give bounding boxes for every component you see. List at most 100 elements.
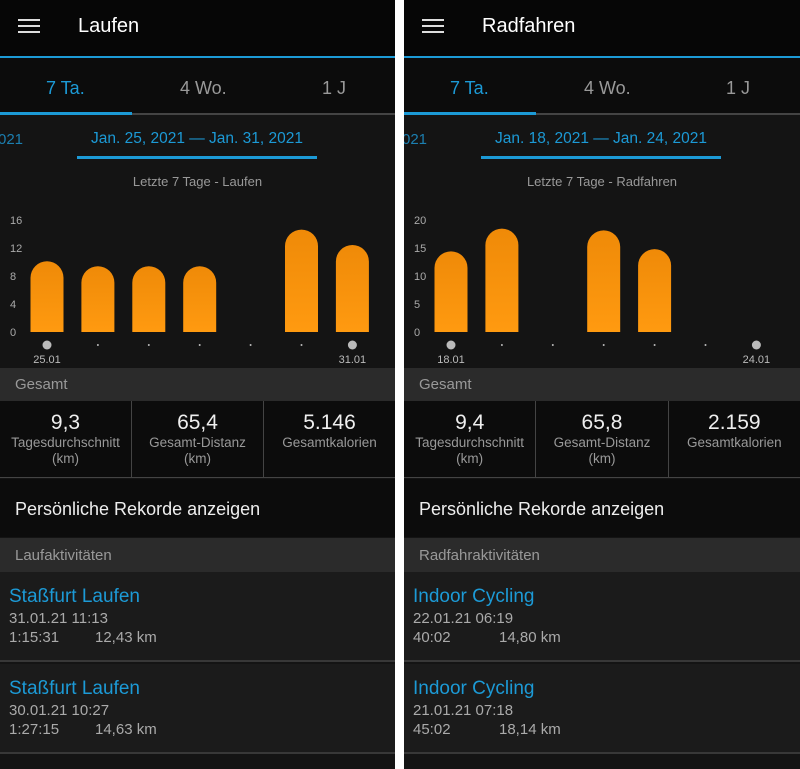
tab-1-year[interactable]: 1 J	[726, 78, 751, 98]
stat-unit: (km)	[456, 451, 484, 466]
activity-distance: 12,43 km	[95, 629, 157, 646]
bar-18.01[interactable]	[434, 251, 468, 332]
date-range[interactable]: Jan. 18, 2021 — Jan. 24, 2021	[495, 130, 707, 147]
y-tick-label: 4	[10, 299, 16, 311]
activity-date: 21.01.21 07:18	[413, 702, 514, 719]
tab-7-days[interactable]: 7 Ta.	[450, 78, 489, 98]
stat-label: Gesamt-Distanz	[149, 435, 246, 450]
bar-19.01[interactable]	[485, 228, 519, 332]
tab-4-weeks[interactable]: 4 Wo.	[584, 78, 631, 98]
activity-name[interactable]: Indoor Cycling	[413, 678, 535, 699]
stat-value: 65,8	[581, 411, 623, 434]
x-tick-marker	[249, 344, 252, 346]
x-tick-label: 24.01	[743, 354, 771, 366]
stat-unit: (km)	[184, 451, 211, 466]
app-header: Laufen	[0, 0, 395, 56]
x-tick-label: 25.01	[33, 354, 61, 366]
bar-27.01[interactable]	[132, 266, 166, 332]
stat-unit: (km)	[588, 451, 616, 466]
x-tick-marker	[300, 344, 303, 346]
bar-21.01[interactable]	[587, 230, 621, 332]
x-tick-marker	[147, 344, 150, 346]
activities-header: Laufaktivitäten	[0, 538, 395, 572]
bar-22.01[interactable]	[638, 249, 672, 332]
hamburger-menu-icon[interactable]	[422, 16, 444, 34]
running-panel: Laufen 7 Ta. 4 Wo. 1 J 021 Jan. 25, 2021…	[0, 0, 395, 769]
activity-name[interactable]: Staßfurt Laufen	[9, 586, 140, 607]
y-tick-label: 0	[10, 327, 16, 339]
activity-name[interactable]: Staßfurt Laufen	[9, 678, 140, 699]
app-header: Radfahren	[404, 0, 800, 56]
stat-total-calories: 5.146 Gesamtkalorien	[264, 401, 395, 477]
divider	[0, 56, 395, 58]
y-tick-label: 12	[10, 243, 22, 255]
previous-range[interactable]: 021	[0, 131, 24, 148]
date-range-indicator	[77, 156, 317, 159]
x-tick-marker	[653, 344, 656, 346]
summary-header: Gesamt	[0, 368, 395, 401]
activity-distance: 14,80 km	[499, 629, 561, 646]
summary-stats: 9,4 Tagesdurchschnitt (km) 65,8 Gesamt-D…	[404, 401, 800, 478]
previous-range[interactable]: 021	[404, 131, 428, 148]
activity-item[interactable]: Staßfurt Laufen 31.01.21 11:13 1:15:31 12…	[0, 572, 395, 662]
stat-value: 9,3	[50, 411, 81, 434]
x-tick-marker	[704, 344, 707, 346]
date-range[interactable]: Jan. 25, 2021 — Jan. 31, 2021	[91, 130, 303, 147]
activity-item[interactable]: Staßfurt Laufen 30.01.21 10:27 1:27:15 14…	[0, 664, 395, 754]
stat-total-distance: 65,4 Gesamt-Distanz (km)	[132, 401, 264, 477]
tab-1-year[interactable]: 1 J	[322, 78, 347, 98]
tab-4-weeks[interactable]: 4 Wo.	[180, 78, 227, 98]
activity-duration: 40:02	[413, 629, 451, 646]
stat-total-calories: 2.159 Gesamtkalorien	[669, 401, 800, 477]
stat-value: 5.146	[303, 411, 356, 434]
y-tick-label: 15	[414, 243, 426, 255]
date-range-indicator	[481, 156, 721, 159]
activity-item[interactable]: Indoor Cycling 21.01.21 07:18 45:02 18,14…	[404, 664, 800, 754]
x-tick-marker	[751, 340, 761, 350]
bar-26.01[interactable]	[81, 266, 115, 332]
tab-indicator	[404, 112, 536, 115]
x-tick-marker	[602, 344, 605, 346]
stat-label: Gesamtkalorien	[282, 435, 377, 450]
cycling-panel: Radfahren 7 Ta. 4 Wo. 1 J 021 Jan. 18, 2…	[404, 0, 800, 769]
activity-date: 31.01.21 11:13	[9, 610, 108, 627]
x-tick-marker	[500, 344, 503, 346]
stat-value: 2.159	[708, 411, 761, 434]
x-tick-marker	[42, 340, 52, 350]
bar-31.01[interactable]	[335, 244, 369, 332]
stat-label: Gesamt-Distanz	[553, 435, 651, 450]
divider	[404, 56, 800, 58]
y-tick-label: 8	[10, 271, 16, 283]
personal-records-button[interactable]: Persönliche Rekorde anzeigen	[0, 479, 395, 537]
hamburger-menu-icon[interactable]	[18, 16, 40, 34]
y-tick-label: 16	[10, 215, 22, 227]
summary-stats: 9,3 Tagesdurchschnitt (km) 65,4 Gesamt-D…	[0, 401, 395, 478]
activities-header: Radfahraktivitäten	[404, 538, 800, 572]
activity-distance: 18,14 km	[499, 721, 561, 738]
stat-total-distance: 65,8 Gesamt-Distanz (km)	[536, 401, 669, 477]
bar-chart: 0 5 10 15 20 18.01 24.01	[414, 215, 771, 366]
y-tick-label: 10	[414, 271, 426, 283]
personal-records-button[interactable]: Persönliche Rekorde anzeigen	[404, 479, 800, 537]
stat-value: 65,4	[177, 411, 218, 434]
x-tick-marker	[198, 344, 201, 346]
activity-item[interactable]: Indoor Cycling 22.01.21 06:19 40:02 14,80…	[404, 572, 800, 662]
bar-28.01[interactable]	[183, 266, 217, 332]
y-tick-label: 5	[414, 299, 420, 311]
chart-title: Letzte 7 Tage - Radfahren	[526, 174, 678, 189]
activity-duration: 45:02	[413, 721, 451, 738]
tab-7-days[interactable]: 7 Ta.	[46, 78, 85, 98]
page-title: Radfahren	[482, 15, 576, 37]
page-title: Laufen	[78, 15, 140, 37]
bar-30.01[interactable]	[285, 229, 318, 332]
activity-duration: 1:15:31	[9, 629, 60, 646]
activity-distance: 14,63 km	[95, 721, 157, 738]
activity-name[interactable]: Indoor Cycling	[413, 586, 535, 607]
bar-chart: 0 4 8 12 16 25.01 31.01	[10, 215, 369, 366]
stat-value: 9,4	[455, 411, 485, 434]
bar-25.01[interactable]	[30, 261, 64, 332]
chart-title: Letzte 7 Tage - Laufen	[132, 174, 263, 189]
stat-label: Tagesdurchschnitt	[11, 435, 120, 450]
stat-label: Tagesdurchschnitt	[415, 435, 525, 450]
y-tick-label: 0	[414, 327, 420, 339]
